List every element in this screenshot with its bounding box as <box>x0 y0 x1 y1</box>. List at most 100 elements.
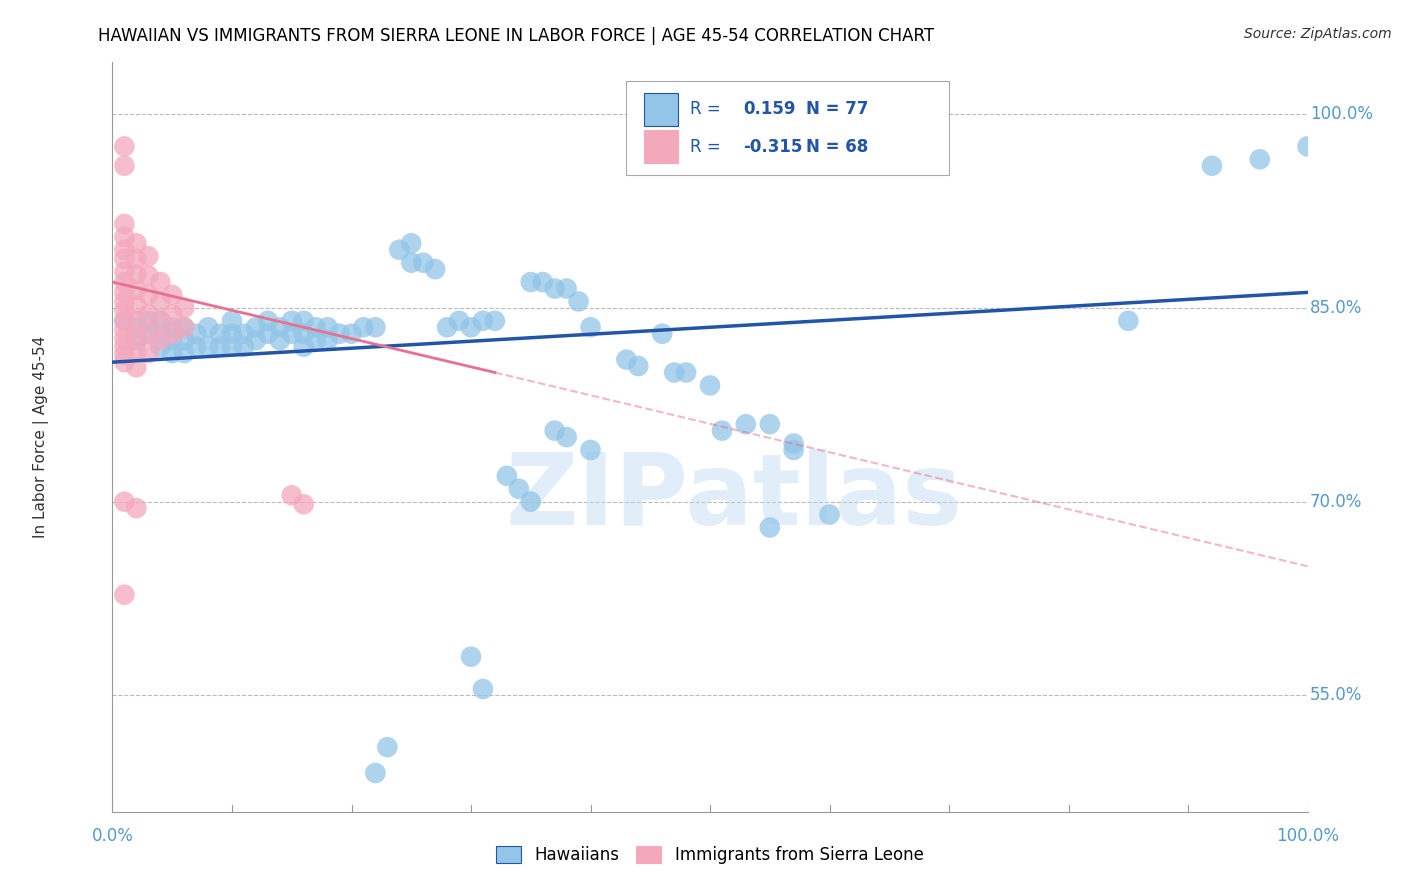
Point <box>496 468 519 483</box>
Point <box>209 326 232 341</box>
Point <box>138 307 160 321</box>
Point <box>305 320 328 334</box>
Point <box>173 346 195 360</box>
Point <box>125 320 148 334</box>
Point <box>125 283 148 297</box>
Point <box>555 281 578 295</box>
Point <box>149 326 172 341</box>
Point <box>125 236 148 251</box>
Point <box>401 255 423 269</box>
Point <box>269 333 291 347</box>
Text: 85.0%: 85.0% <box>1310 299 1362 317</box>
Point <box>292 314 315 328</box>
Point <box>149 294 172 309</box>
Point <box>616 352 638 367</box>
Point <box>651 326 673 341</box>
Point <box>114 303 135 318</box>
Bar <box>644 93 678 126</box>
Point <box>125 360 148 375</box>
Point <box>352 320 374 334</box>
Point <box>149 340 172 354</box>
Point <box>114 314 135 328</box>
Point <box>197 320 219 334</box>
Text: 0.159: 0.159 <box>744 100 796 118</box>
Point <box>114 347 135 361</box>
Point <box>149 275 172 289</box>
Point <box>340 326 363 341</box>
Point <box>329 326 352 341</box>
Point <box>125 329 148 343</box>
Point <box>447 314 470 328</box>
Point <box>138 268 160 283</box>
Point <box>138 314 160 328</box>
Point <box>125 252 148 266</box>
Text: -0.315: -0.315 <box>744 138 803 156</box>
Text: N = 68: N = 68 <box>806 138 868 156</box>
Point <box>245 333 267 347</box>
Point <box>114 243 135 257</box>
Point <box>125 314 148 328</box>
Point <box>173 301 195 315</box>
Point <box>149 333 172 347</box>
Point <box>579 320 602 334</box>
Point <box>125 344 148 359</box>
Point <box>114 230 135 244</box>
Point <box>759 417 782 432</box>
Text: N = 77: N = 77 <box>806 100 868 118</box>
Bar <box>644 130 678 163</box>
Point <box>472 681 495 696</box>
Point <box>388 243 411 257</box>
Point <box>233 340 256 354</box>
Point <box>711 424 734 438</box>
Point <box>281 326 304 341</box>
Point <box>460 320 482 334</box>
Point <box>114 588 135 602</box>
Point <box>162 307 183 321</box>
Point <box>209 340 232 354</box>
Point <box>138 288 160 302</box>
Point <box>257 326 280 341</box>
Point <box>138 326 160 341</box>
Point <box>568 294 591 309</box>
Point <box>364 766 387 780</box>
Point <box>759 520 782 534</box>
Point <box>162 333 183 347</box>
Point <box>114 340 135 354</box>
Point <box>425 262 447 277</box>
Text: In Labor Force | Age 45-54: In Labor Force | Age 45-54 <box>32 336 49 538</box>
Point <box>281 314 304 328</box>
FancyBboxPatch shape <box>627 81 949 175</box>
Point <box>114 252 135 266</box>
Point <box>162 320 183 334</box>
Text: HAWAIIAN VS IMMIGRANTS FROM SIERRA LEONE IN LABOR FORCE | AGE 45-54 CORRELATION : HAWAIIAN VS IMMIGRANTS FROM SIERRA LEONE… <box>98 27 935 45</box>
Point <box>436 320 458 334</box>
Point <box>114 355 135 369</box>
Point <box>292 340 315 354</box>
Point <box>114 494 135 508</box>
Point <box>138 249 160 263</box>
Text: R =: R = <box>690 138 725 156</box>
Point <box>245 320 267 334</box>
Text: 0.0%: 0.0% <box>91 827 134 846</box>
Point <box>699 378 721 392</box>
Point <box>138 346 160 360</box>
Point <box>484 314 506 328</box>
Point <box>316 333 339 347</box>
Point <box>508 482 530 496</box>
Point <box>162 326 183 341</box>
Point <box>221 326 243 341</box>
Point <box>186 340 208 354</box>
Point <box>114 139 135 153</box>
Point <box>173 320 195 334</box>
Point <box>186 326 208 341</box>
Point <box>125 298 148 312</box>
Text: 55.0%: 55.0% <box>1310 687 1362 705</box>
Text: 100.0%: 100.0% <box>1277 827 1339 846</box>
Point <box>125 333 148 347</box>
Point <box>543 424 565 438</box>
Point <box>125 501 148 516</box>
Point <box>114 285 135 300</box>
Point <box>627 359 650 373</box>
Point <box>555 430 578 444</box>
Point <box>472 314 495 328</box>
